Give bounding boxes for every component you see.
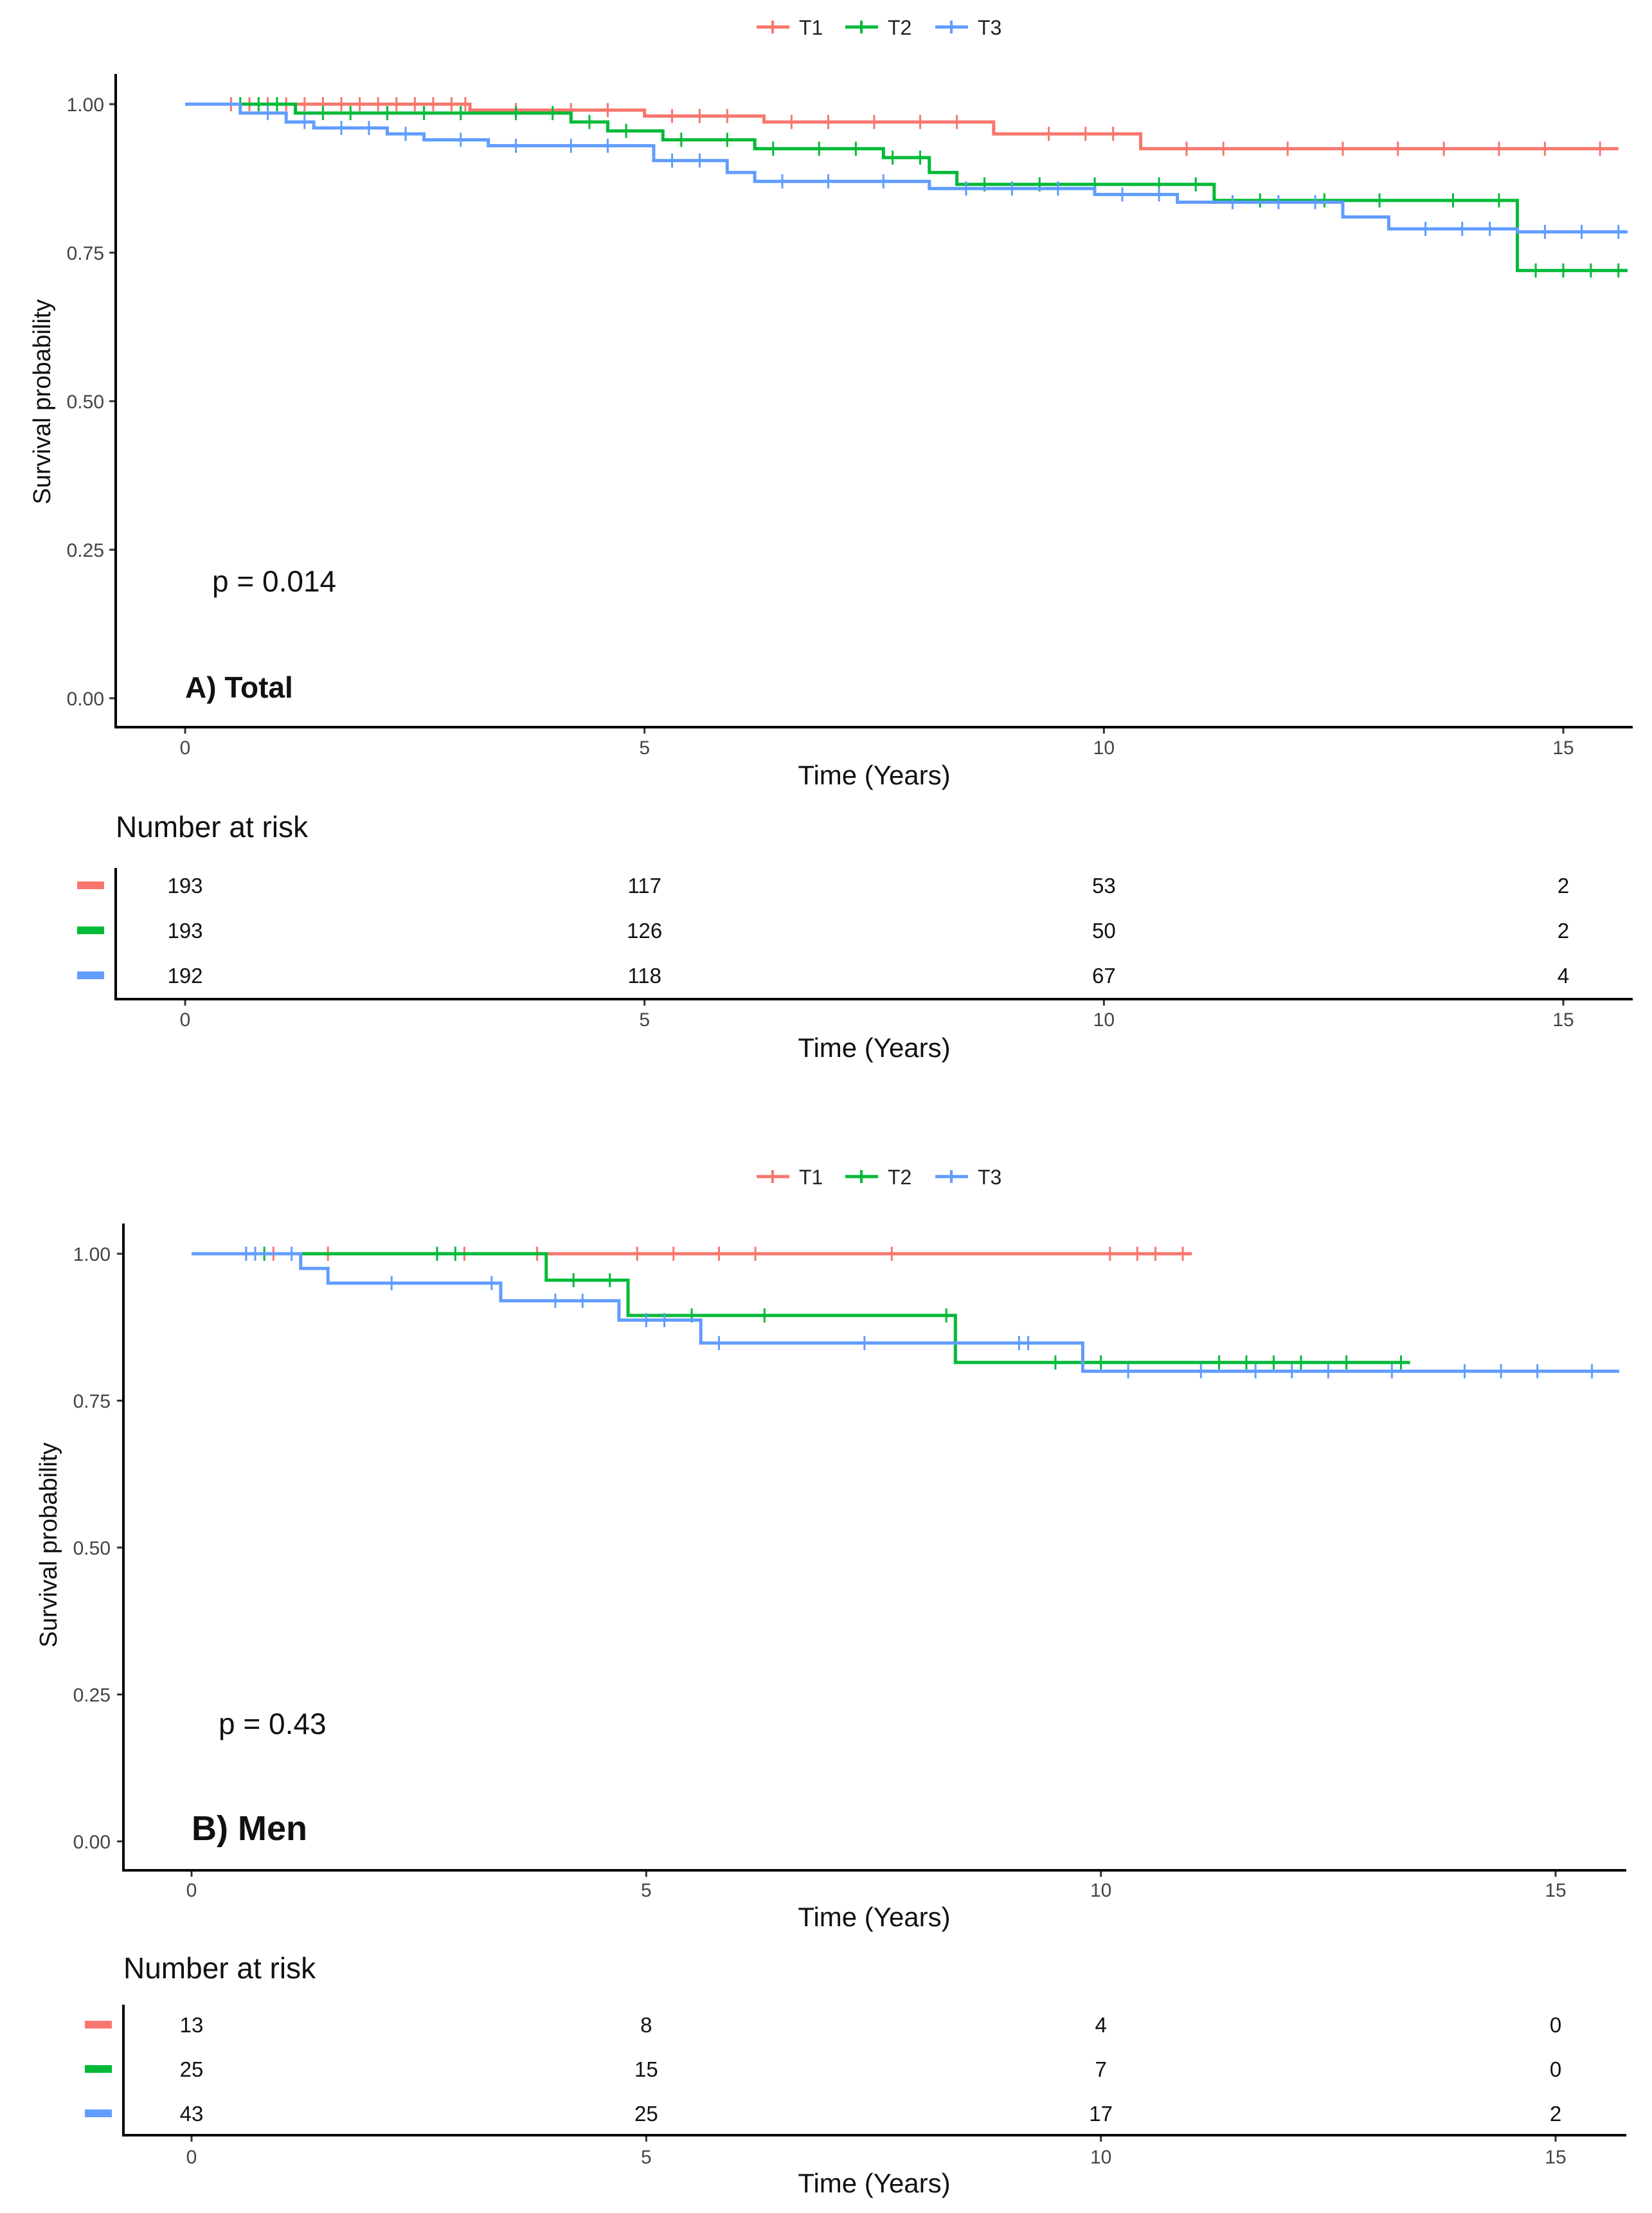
y-tick-label: 0.50 [73, 1538, 111, 1559]
risk-value: 17 [1089, 2102, 1113, 2126]
risk-value: 7 [1095, 2057, 1106, 2081]
risk-value: 25 [634, 2102, 658, 2126]
y-tick-labels: 0.00 0.25 0.50 0.75 1.00 [73, 1244, 123, 1853]
risk-value: 117 [627, 874, 661, 898]
risk-x-tick-label: 15 [1545, 2147, 1566, 2168]
y-tick-label: 0.00 [67, 689, 104, 710]
x-tick-labels: 0 5 10 15 [180, 727, 1574, 759]
risk-swatch-t3 [77, 971, 104, 979]
risk-value: 2 [1558, 874, 1569, 898]
survival-curves [185, 97, 1628, 278]
risk-swatch-t3 [85, 2109, 112, 2117]
panel-label: B) Men [192, 1809, 307, 1848]
panel-b-men: T1 T2 T3 Survival probability 0.000.250.… [35, 1166, 1626, 2198]
x-tick-label: 0 [180, 737, 191, 759]
y-axis-title: Survival probability [29, 300, 56, 505]
risk-x-tick-label: 15 [1552, 1009, 1574, 1031]
x-tick-label: 10 [1093, 737, 1115, 759]
risk-value: 4 [1095, 2013, 1106, 2037]
risk-swatch-t2 [85, 2065, 112, 2073]
risk-swatch-t1 [77, 881, 104, 889]
y-tick-label: 1.00 [67, 95, 104, 116]
y-tick-label: 0.50 [67, 392, 104, 413]
y-tick-label: 1.00 [73, 1244, 111, 1265]
risk-value: 2 [1558, 919, 1569, 943]
risk-values: 13 8 4 0 25 15 7 0 43 25 17 2 [180, 2013, 1562, 2126]
risk-x-tick-label: 5 [641, 2147, 652, 2168]
risk-x-tick-labels: 0 5 10 15 [186, 2135, 1567, 2168]
legend-label-t3: T3 [978, 16, 1001, 39]
risk-x-axis-title: Time (Years) [798, 2168, 950, 2198]
legend-label-t1: T1 [799, 16, 823, 39]
risk-table: Number at risk 13 8 4 0 25 15 7 0 43 25 17 2 0 5 10 15… [85, 1951, 1626, 2198]
x-tick-label: 5 [641, 1880, 652, 1901]
risk-value: 43 [180, 2102, 204, 2126]
risk-value: 126 [627, 919, 662, 943]
y-tick-label: 0.25 [67, 540, 104, 561]
x-tick-label: 15 [1545, 1880, 1566, 1901]
x-tick-label: 5 [639, 737, 650, 759]
km-curve-t1 [185, 102, 1619, 150]
risk-value: 15 [634, 2057, 658, 2081]
y-tick-label: 0.00 [73, 1832, 111, 1853]
risk-value: 192 [167, 964, 202, 988]
risk-x-tick-label: 10 [1090, 2147, 1111, 2168]
risk-value: 193 [167, 874, 202, 898]
risk-table-title: Number at risk [116, 810, 309, 844]
km-curve-t2 [192, 1252, 1410, 1364]
risk-value: 8 [640, 2013, 652, 2037]
risk-value: 0 [1550, 2013, 1561, 2037]
legend-label-t2: T2 [888, 1166, 911, 1189]
risk-table-title: Number at risk [123, 1951, 316, 1985]
risk-value: 67 [1092, 964, 1116, 988]
x-tick-label: 10 [1090, 1880, 1111, 1901]
risk-x-tick-label: 0 [186, 2147, 197, 2168]
x-tick-label: 0 [186, 1880, 197, 1901]
km-curve-t2 [185, 102, 1628, 273]
legend: T1 T2 T3 [757, 16, 1001, 39]
km-curve-t3 [185, 102, 1628, 234]
p-value: p = 0.43 [219, 1707, 327, 1740]
risk-value: 4 [1558, 964, 1569, 988]
p-value: p = 0.014 [212, 565, 336, 598]
y-tick-label: 0.75 [67, 243, 104, 264]
legend: T1 T2 T3 [757, 1166, 1001, 1189]
risk-x-axis-title: Time (Years) [798, 1033, 950, 1063]
risk-value: 50 [1092, 919, 1116, 943]
risk-swatch-t1 [85, 2021, 112, 2028]
risk-x-tick-label: 0 [180, 1009, 191, 1031]
risk-value: 13 [180, 2013, 204, 2037]
y-axis-title: Survival probability [35, 1443, 62, 1648]
legend-label-t2: T2 [888, 16, 911, 39]
risk-value: 2 [1550, 2102, 1561, 2126]
risk-value: 193 [167, 919, 202, 943]
risk-x-tick-labels: 0 5 10 15 [180, 999, 1574, 1031]
x-tick-label: 15 [1552, 737, 1574, 759]
risk-x-tick-label: 10 [1093, 1009, 1115, 1031]
panel-label: A) Total [185, 671, 293, 704]
risk-swatch-t2 [77, 926, 104, 934]
x-tick-labels: 0 5 10 15 [186, 1870, 1567, 1901]
x-axis-title: Time (Years) [798, 1902, 950, 1932]
legend-label-t3: T3 [978, 1166, 1001, 1189]
risk-value: 25 [180, 2057, 204, 2081]
risk-x-tick-label: 5 [639, 1009, 650, 1031]
km-curve-t3 [192, 1252, 1620, 1373]
y-tick-label: 0.25 [73, 1685, 111, 1706]
risk-value: 118 [627, 964, 661, 988]
y-tick-label: 0.75 [73, 1391, 111, 1413]
risk-values: 193 117 53 2 193 126 50 2 192 118 67 4 [167, 874, 1569, 988]
survival-curves [192, 1247, 1620, 1378]
legend-label-t1: T1 [799, 1166, 823, 1189]
risk-value: 53 [1092, 874, 1116, 898]
risk-value: 0 [1550, 2057, 1561, 2081]
x-axis-title: Time (Years) [798, 760, 950, 790]
panel-a-total: T1 T2 T3 Survival probability 0.000.250.… [29, 16, 1633, 1063]
y-tick-labels: 0.00 0.25 0.50 0.75 1.00 [67, 95, 116, 710]
